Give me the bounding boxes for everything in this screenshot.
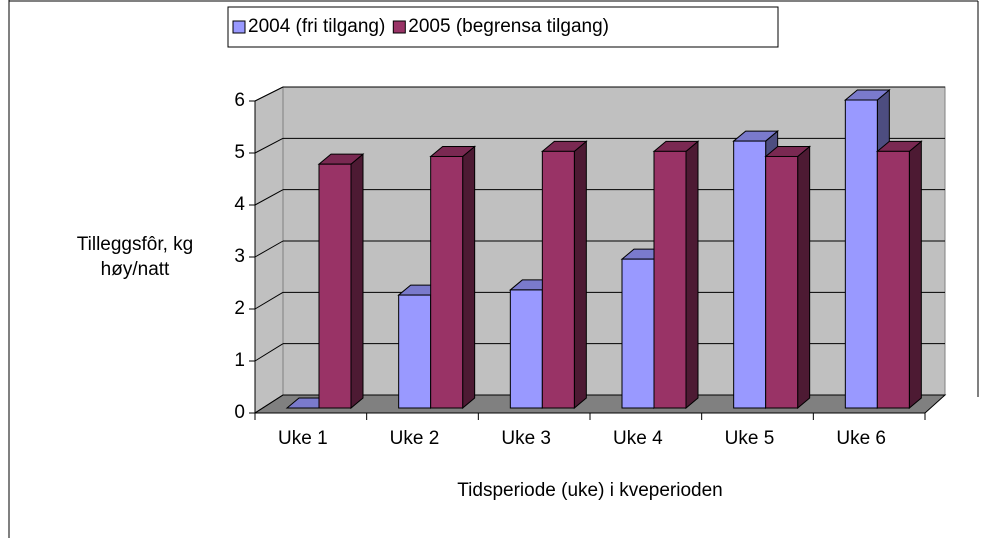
y-axis-title: Tilleggsfôr, kg [77,234,194,255]
grid-line [254,189,284,206]
grid-line [254,86,284,102]
side-wall [254,86,284,414]
grid-line [254,240,284,258]
x-tick-label: Uke 6 [836,428,886,449]
bar-side [573,140,587,410]
y-tick-label: 3 [234,246,245,267]
bar-side [350,153,364,410]
bar [844,99,878,409]
bar [733,140,767,409]
bar-side [685,140,699,410]
y-tick-label: 0 [234,402,245,423]
x-tick-label: Uke 2 [390,428,440,449]
bar-side [797,145,811,410]
x-tick-label: Uke 3 [501,428,551,449]
bar [621,258,655,409]
y-tick-label: 1 [234,350,245,371]
bar [430,155,464,409]
bar [509,289,543,409]
bar-side [908,140,922,410]
legend-swatch [392,20,406,34]
y-axis-title: høy/natt [101,259,170,280]
bar [541,150,575,409]
legend-label: 2004 (fri tilgang) [248,16,385,37]
grid-line [254,343,284,362]
y-tick-label: 5 [234,142,245,163]
y-tick-label: 2 [234,298,245,319]
grid-line [254,137,284,154]
x-tick-label: Uke 1 [278,428,328,449]
legend-label: 2005 (begrensa tilgang) [408,16,609,37]
bar [398,294,432,409]
bar [765,155,799,409]
legend-swatch [232,20,246,34]
bar-side [462,145,476,410]
grid-line [254,394,284,414]
y-tick-label: 4 [234,194,245,215]
bar [318,163,352,409]
bar [876,150,910,409]
legend [227,6,779,48]
grid-line [254,291,284,310]
bar [653,150,687,409]
x-tick-label: Uke 5 [725,428,775,449]
x-axis-title: Tidsperiode (uke) i kveperioden [457,480,722,501]
x-tick-label: Uke 4 [613,428,663,449]
y-tick-label: 6 [234,90,245,111]
